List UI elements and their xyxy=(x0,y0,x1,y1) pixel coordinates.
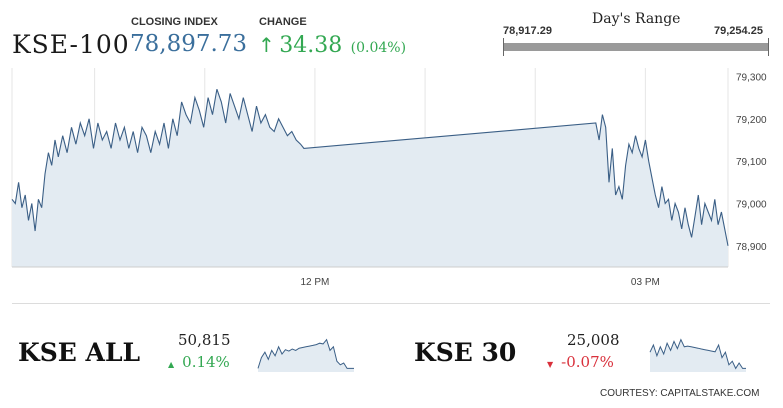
days-range-tick-low xyxy=(503,38,504,56)
days-range-high: 79,254.25 xyxy=(714,25,763,37)
kse-30-value: 25,008 xyxy=(567,331,620,349)
kse-all-name: KSE ALL xyxy=(18,338,141,367)
days-range-low: 78,917.29 xyxy=(503,25,552,37)
series-line xyxy=(11,89,729,246)
series-area xyxy=(12,89,728,267)
section-divider xyxy=(12,303,770,304)
intraday-chart: 78,900 79,000 79,100 79,200 79,300 12 PM 03 PM xyxy=(11,68,767,288)
change-label: CHANGE xyxy=(259,16,307,28)
triangle-up-icon: ▲ xyxy=(168,360,175,369)
sparkline-area xyxy=(650,339,746,372)
days-range-tick-high xyxy=(768,38,769,56)
change-group: ↑ 34.38 (0.04%) xyxy=(258,33,406,58)
kse-all-change-value: 0.14% xyxy=(182,353,230,371)
triangle-down-icon: ▼ xyxy=(547,360,554,369)
kse-all-sparkline xyxy=(257,338,354,372)
closing-index-value: 78,897.73 xyxy=(130,31,248,57)
kse-all-value: 50,815 xyxy=(178,331,231,349)
sparkline-line xyxy=(649,338,746,370)
y-tick-label: 79,000 xyxy=(736,199,767,210)
kse-all-change: ▲ 0.14% xyxy=(168,353,230,371)
kse-30-change-value: -0.07% xyxy=(561,353,614,371)
courtesy-text: COURTESY: CAPITALSTAKE.COM xyxy=(600,388,760,399)
kse-30-change: ▼ -0.07% xyxy=(547,353,614,371)
y-tick-label: 78,900 xyxy=(736,242,767,253)
y-tick-label: 79,200 xyxy=(736,115,767,126)
arrow-up-icon: ↑ xyxy=(258,33,275,57)
sparkline-area xyxy=(258,339,354,372)
x-tick-label: 12 PM xyxy=(300,277,329,288)
days-range-title: Day's Range xyxy=(592,11,681,27)
sparkline-line xyxy=(257,338,354,369)
index-name: KSE-100 xyxy=(12,30,130,59)
days-range-bar xyxy=(503,43,769,51)
kse-30-sparkline xyxy=(649,338,746,372)
closing-index-label: CLOSING INDEX xyxy=(131,16,218,28)
y-tick-label: 79,100 xyxy=(736,157,767,168)
x-tick-label: 03 PM xyxy=(631,277,660,288)
kse-30-name: KSE 30 xyxy=(414,338,517,367)
change-value: 34.38 xyxy=(279,33,343,58)
y-tick-label: 79,300 xyxy=(736,72,767,83)
change-percent: (0.04%) xyxy=(350,40,407,56)
